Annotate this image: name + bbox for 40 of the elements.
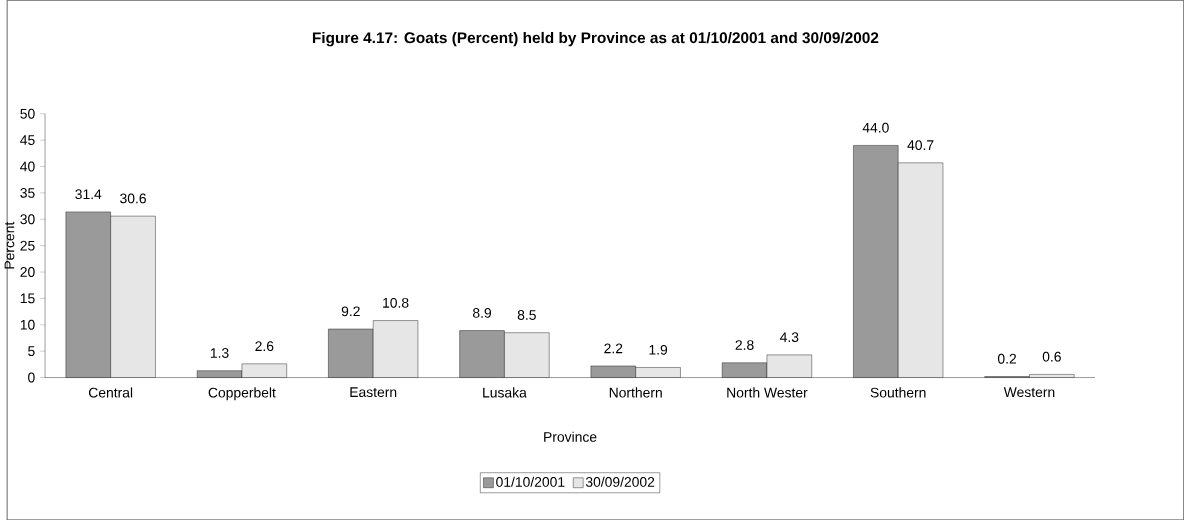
chart-title: Figure 4.17: Goats (Percent) held by Province as at 01/10/2001 and 30/09/2002	[312, 31, 879, 47]
data-label: 1.9	[649, 344, 668, 355]
data-label: 31.4	[75, 189, 102, 200]
y-tick-label: 25	[20, 240, 35, 251]
data-label: 8.9	[472, 307, 492, 318]
x-tick-label: North Wester	[727, 387, 808, 398]
data-label: 10.8	[383, 297, 409, 308]
y-tick-label: 10	[20, 319, 35, 330]
y-tick-label: 35	[20, 187, 35, 198]
y-tick-label: 40	[20, 161, 35, 172]
legend-label: 30/09/2002	[585, 476, 655, 487]
x-axis-title: Province	[544, 431, 597, 442]
data-label: 44.0	[862, 122, 889, 133]
x-tick-label: Copperbelt	[208, 387, 276, 401]
y-tick-label: 50	[20, 108, 35, 119]
data-label: 2.6	[255, 341, 274, 351]
data-label: 2.2	[604, 343, 623, 354]
x-tick-label: Eastern	[350, 387, 397, 397]
data-label: 0.6	[1042, 351, 1061, 362]
data-label: 9.2	[341, 306, 360, 317]
y-tick-label: 45	[20, 135, 35, 145]
y-tick-label: 15	[20, 293, 35, 304]
x-tick-label: Western	[1003, 387, 1055, 397]
x-tick-label: Lusaka	[483, 387, 527, 398]
data-label: 30.6	[120, 193, 146, 204]
data-label: 40.7	[907, 140, 934, 150]
x-tick-label: Central	[88, 387, 133, 398]
data-label: 8.5	[517, 309, 536, 320]
legend-label: 01/10/2001	[496, 476, 565, 487]
x-tick-label: Northern	[609, 387, 662, 398]
data-label: 2.8	[735, 340, 754, 350]
y-tick-label: 20	[20, 267, 35, 277]
x-tick-label: Southern	[870, 387, 926, 398]
data-label: 1.3	[210, 347, 229, 358]
y-tick-label: 30	[20, 214, 35, 225]
data-label: 0.2	[997, 353, 1017, 364]
data-label: 4.3	[780, 332, 799, 342]
y-axis-title: Percent	[4, 221, 15, 269]
y-tick-label: 5	[28, 346, 35, 356]
y-tick-label: 0	[28, 372, 35, 383]
